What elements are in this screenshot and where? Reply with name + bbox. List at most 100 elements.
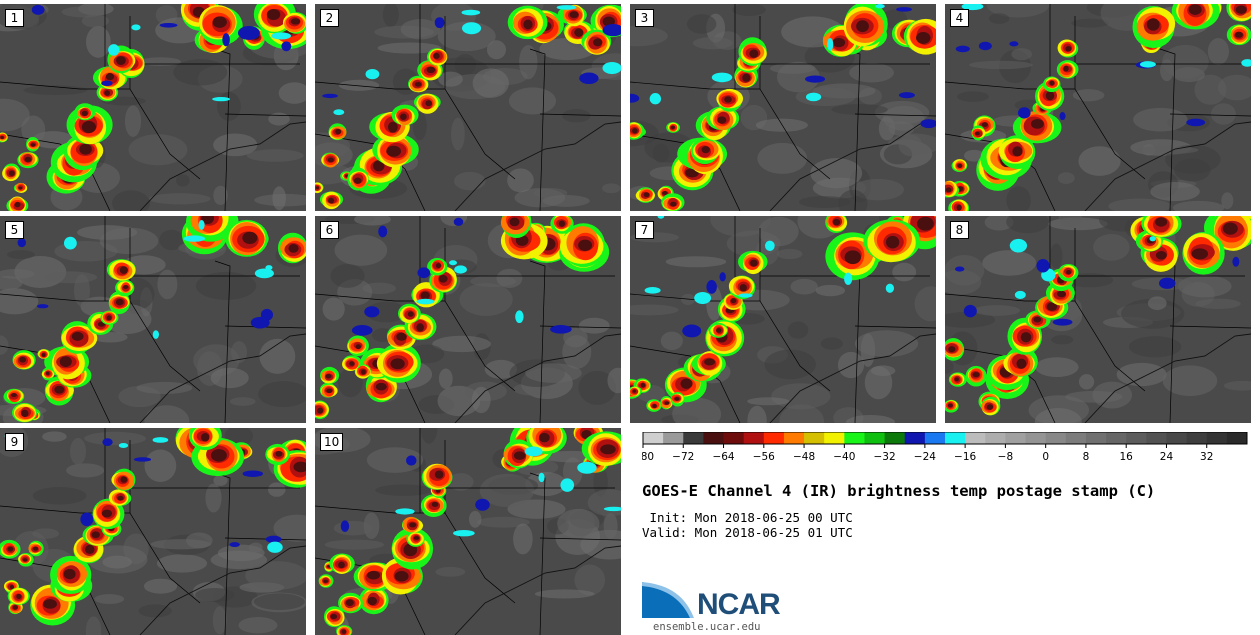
cloud-texture — [259, 338, 296, 374]
storm-cell — [1031, 118, 1044, 129]
border-line — [630, 293, 760, 302]
panel-number: 9 — [5, 433, 24, 451]
cloud-texture — [248, 542, 263, 553]
cloud-texture — [630, 25, 668, 47]
panel-number: 6 — [320, 221, 339, 239]
colorbar-swatch — [904, 432, 926, 444]
cloud-texture — [42, 431, 67, 442]
cirrus-speck — [406, 455, 417, 466]
storm-cell — [652, 403, 657, 408]
cloud-texture — [195, 271, 257, 300]
cloud-texture — [652, 143, 670, 163]
cloud-texture — [973, 305, 1021, 316]
cloud-texture — [338, 79, 380, 91]
cloud-texture — [157, 269, 178, 300]
cirrus-speck — [461, 22, 482, 35]
storm-cell — [290, 18, 301, 25]
cirrus-speck — [1186, 118, 1206, 127]
cloud-texture — [1116, 362, 1167, 387]
colorbar-swatch — [824, 432, 845, 444]
storm-cell — [414, 82, 422, 87]
cloud-texture — [630, 304, 679, 316]
cloud-texture — [213, 133, 258, 157]
storm-cell — [1146, 18, 1160, 31]
cloud-texture — [32, 528, 60, 539]
storm-cell — [670, 201, 677, 207]
storm-cell — [1188, 4, 1202, 15]
cirrus-speck — [765, 240, 775, 252]
cloud-texture — [882, 105, 925, 131]
storm-cell — [742, 73, 751, 82]
storm-cell — [355, 344, 362, 350]
storm-cell — [948, 346, 956, 353]
storm-cell — [435, 263, 442, 269]
storm-cell — [513, 451, 526, 460]
cloud-texture — [755, 118, 808, 132]
storm-cell — [1065, 45, 1072, 52]
storm-cell — [1033, 316, 1042, 323]
cirrus-speck — [515, 310, 524, 324]
cloud-texture — [273, 514, 306, 542]
storm-field — [315, 4, 621, 210]
cirrus-speck — [844, 272, 853, 285]
cloud-texture — [1223, 380, 1251, 391]
storm-cell — [957, 163, 963, 169]
storm-cell — [104, 90, 110, 96]
storm-field — [630, 216, 936, 412]
storm-cell — [856, 20, 869, 33]
cloud-texture — [66, 463, 105, 478]
cloud-texture — [1057, 172, 1075, 184]
storm-cell — [212, 16, 227, 28]
cloud-texture — [1108, 198, 1172, 211]
cloud-texture — [486, 40, 507, 60]
colorbar-tick-label: 16 — [1120, 451, 1134, 463]
storm-cell — [266, 8, 281, 20]
stamp-panel-6: 6 — [315, 216, 621, 423]
storm-cell — [21, 409, 29, 418]
cloud-texture — [692, 36, 734, 50]
cloud-texture — [562, 108, 591, 123]
cloud-texture — [324, 539, 385, 550]
cloud-texture — [128, 134, 188, 166]
border-line — [224, 537, 306, 541]
cloud-texture — [525, 471, 567, 497]
cirrus-speck — [694, 292, 712, 305]
storm-cell — [509, 217, 520, 227]
cirrus-speck — [603, 506, 621, 512]
storm-cell — [71, 331, 84, 341]
storm-cell — [0, 135, 4, 140]
cloud-texture — [1065, 390, 1123, 403]
cloud-texture — [124, 105, 142, 137]
cloud-texture — [507, 499, 566, 519]
cloud-texture — [138, 604, 172, 618]
cloud-texture — [94, 594, 125, 604]
cloud-texture — [846, 414, 895, 423]
storm-cell — [416, 323, 424, 332]
storm-cell — [569, 11, 579, 19]
storm-cell — [1016, 358, 1027, 369]
storm-cell — [19, 356, 27, 363]
colorbar-tick-label: −56 — [753, 451, 775, 463]
cloud-texture — [382, 4, 399, 27]
cloud-texture — [519, 44, 538, 80]
cloud-texture — [838, 189, 868, 211]
cloud-texture — [175, 174, 190, 187]
storm-cell — [345, 599, 354, 607]
cloud-texture — [43, 271, 98, 284]
figure-title: GOES-E Channel 4 (IR) brightness temp po… — [642, 482, 1156, 500]
colorbar-swatch — [1126, 432, 1147, 444]
colorbar-swatch — [884, 432, 906, 444]
storm-cell — [315, 186, 320, 190]
panel-number: 2 — [320, 9, 339, 27]
colorbar-swatch — [1186, 432, 1208, 444]
cirrus-speck — [63, 236, 77, 250]
cloud-texture — [365, 301, 407, 323]
cirrus-speck — [265, 535, 282, 543]
colorbar-swatch — [783, 432, 805, 444]
storm-cell — [972, 372, 980, 378]
cirrus-speck — [577, 461, 597, 474]
cirrus-speck — [378, 225, 388, 238]
cloud-texture — [143, 578, 178, 594]
cloud-texture — [769, 63, 816, 74]
storm-cell — [41, 353, 46, 357]
